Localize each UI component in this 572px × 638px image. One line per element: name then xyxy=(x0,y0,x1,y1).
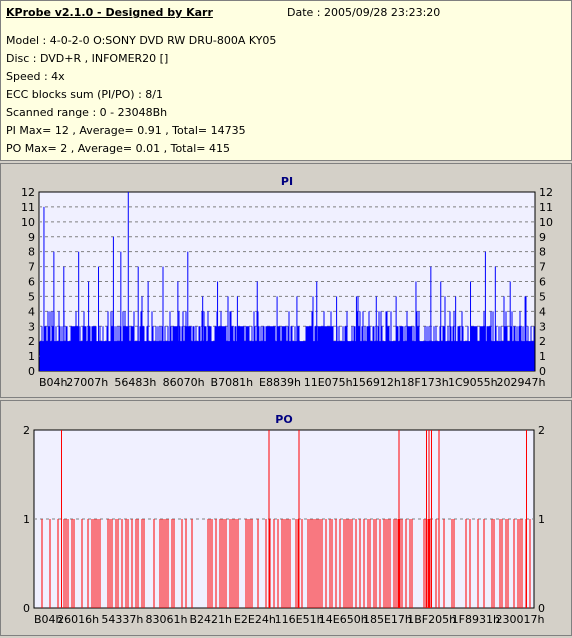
y-tick-label-left: 2 xyxy=(23,424,30,437)
info-disc: Disc : DVD+R , INFOMER20 [] xyxy=(6,52,169,65)
y-tick-label-right: 8 xyxy=(539,246,546,259)
x-tick-label: 86070h xyxy=(163,376,205,389)
x-tick-label: B7081h xyxy=(211,376,254,389)
scan-date: Date : 2005/09/28 23:23:20 xyxy=(287,6,441,19)
y-tick-label-left: 7 xyxy=(28,261,35,274)
info-panel: KProbe v2.1.0 - Designed by Karr Date : … xyxy=(0,0,572,161)
app-title: KProbe v2.1.0 - Designed by Karr xyxy=(6,6,213,19)
y-tick-label-right: 11 xyxy=(539,201,553,214)
x-tick-label: 11E075h xyxy=(304,376,353,389)
y-tick-label-left: 1 xyxy=(28,350,35,363)
info-pi-stats: PI Max= 12 , Average= 0.91 , Total= 1473… xyxy=(6,124,246,137)
y-tick-label-left: 12 xyxy=(21,186,35,199)
chart-title: PO xyxy=(275,413,292,426)
y-tick-label-left: 3 xyxy=(28,320,35,333)
x-tick-label: 156912h xyxy=(352,376,401,389)
x-tick-label: 26016h xyxy=(57,613,99,626)
y-tick-label-left: 5 xyxy=(28,290,35,303)
y-tick-label-right: 0 xyxy=(538,602,545,615)
x-tick-label: 14E650h xyxy=(319,613,368,626)
x-tick-label: 83061h xyxy=(146,613,188,626)
x-tick-label: 1C9055h xyxy=(448,376,498,389)
x-tick-label: 1F8931h xyxy=(452,613,500,626)
y-tick-label-left: 2 xyxy=(28,335,35,348)
y-tick-label-right: 3 xyxy=(539,320,546,333)
y-tick-label-right: 0 xyxy=(539,365,546,378)
y-tick-label-right: 2 xyxy=(539,335,546,348)
chart-title: PI xyxy=(281,175,293,188)
x-tick-label: 185E17h xyxy=(363,613,412,626)
y-tick-label-right: 9 xyxy=(539,231,546,244)
y-tick-label-left: 0 xyxy=(23,602,30,615)
x-tick-label: B04h xyxy=(39,376,68,389)
y-tick-label-right: 2 xyxy=(538,424,545,437)
y-tick-label-right: 5 xyxy=(539,290,546,303)
info-speed: Speed : 4x xyxy=(6,70,65,83)
x-tick-label: E8839h xyxy=(259,376,301,389)
x-tick-label: 27007h xyxy=(66,376,108,389)
po-chart-panel: PO 0 0 1 1 2 2 B04h 26016h 54337h 83061h B2421h E2E2… xyxy=(0,400,572,636)
y-tick-label-right: 6 xyxy=(539,276,546,289)
y-tick-label-left: 8 xyxy=(28,246,35,259)
y-tick-label-left: 9 xyxy=(28,231,35,244)
y-tick-label-right: 12 xyxy=(539,186,553,199)
x-tick-label: 1BF205h xyxy=(407,613,456,626)
x-tick-label: 202947h xyxy=(497,376,546,389)
y-tick-label-right: 4 xyxy=(539,305,546,318)
y-tick-label-left: 6 xyxy=(28,276,35,289)
y-tick-label-left: 4 xyxy=(28,305,35,318)
y-tick-label-left: 1 xyxy=(23,513,30,526)
x-tick-label: B2421h xyxy=(189,613,232,626)
y-tick-label-right: 10 xyxy=(539,216,553,229)
y-tick-label-left: 0 xyxy=(28,365,35,378)
y-tick-label-right: 1 xyxy=(539,350,546,363)
x-tick-label: 116E51h xyxy=(275,613,324,626)
info-model: Model : 4-0-2-0 O:SONY DVD RW DRU-800A K… xyxy=(6,34,277,47)
x-tick-label: 56483h xyxy=(114,376,156,389)
x-tick-label: B04h xyxy=(34,613,63,626)
info-ecc: ECC blocks sum (PI/PO) : 8/1 xyxy=(6,88,163,101)
y-tick-label-left: 10 xyxy=(21,216,35,229)
y-tick-label-right: 7 xyxy=(539,261,546,274)
info-po-stats: PO Max= 2 , Average= 0.01 , Total= 415 xyxy=(6,142,230,155)
pi-chart-panel: PI 0 0 1 1 2 2 3 3 4 4 5 5 6 6 7 7 8 8 9 9 10 10 11 11 12 12 B04h 27… xyxy=(0,163,572,398)
y-tick-label-left: 11 xyxy=(21,201,35,214)
x-tick-label: 54337h xyxy=(101,613,143,626)
x-tick-label: E2E24h xyxy=(234,613,276,626)
x-tick-label: 230017h xyxy=(496,613,545,626)
x-tick-label: 18F173h xyxy=(400,376,448,389)
y-tick-label-right: 1 xyxy=(538,513,545,526)
info-range: Scanned range : 0 - 23048Bh xyxy=(6,106,168,119)
